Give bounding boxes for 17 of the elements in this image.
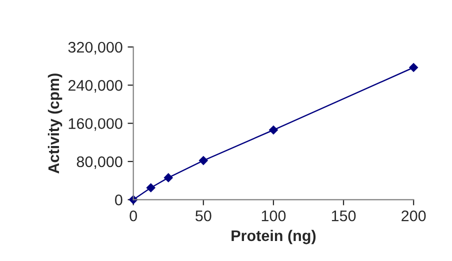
y-tick-label: 0 (115, 194, 122, 206)
x-tick-label: 50 (196, 210, 212, 222)
point (269, 126, 278, 134)
y-tick-label: 160,000 (68, 118, 122, 131)
point (198, 156, 208, 165)
y-tick-label: 320,000 (68, 42, 122, 54)
x-axis-title: Protein (ng) (232, 230, 316, 244)
x-tick-label: 150 (332, 210, 356, 222)
x-tick-label: 0 (130, 210, 137, 222)
point (409, 63, 418, 72)
y-tick-label: 80,000 (76, 156, 122, 169)
y-tick-label: 240,000 (68, 80, 122, 93)
y-axis-title: Activity (cpm) (48, 74, 62, 174)
point (146, 183, 156, 192)
x-tick-label: 100 (262, 210, 286, 222)
point (164, 173, 173, 182)
x-tick-label: 200 (402, 210, 426, 222)
